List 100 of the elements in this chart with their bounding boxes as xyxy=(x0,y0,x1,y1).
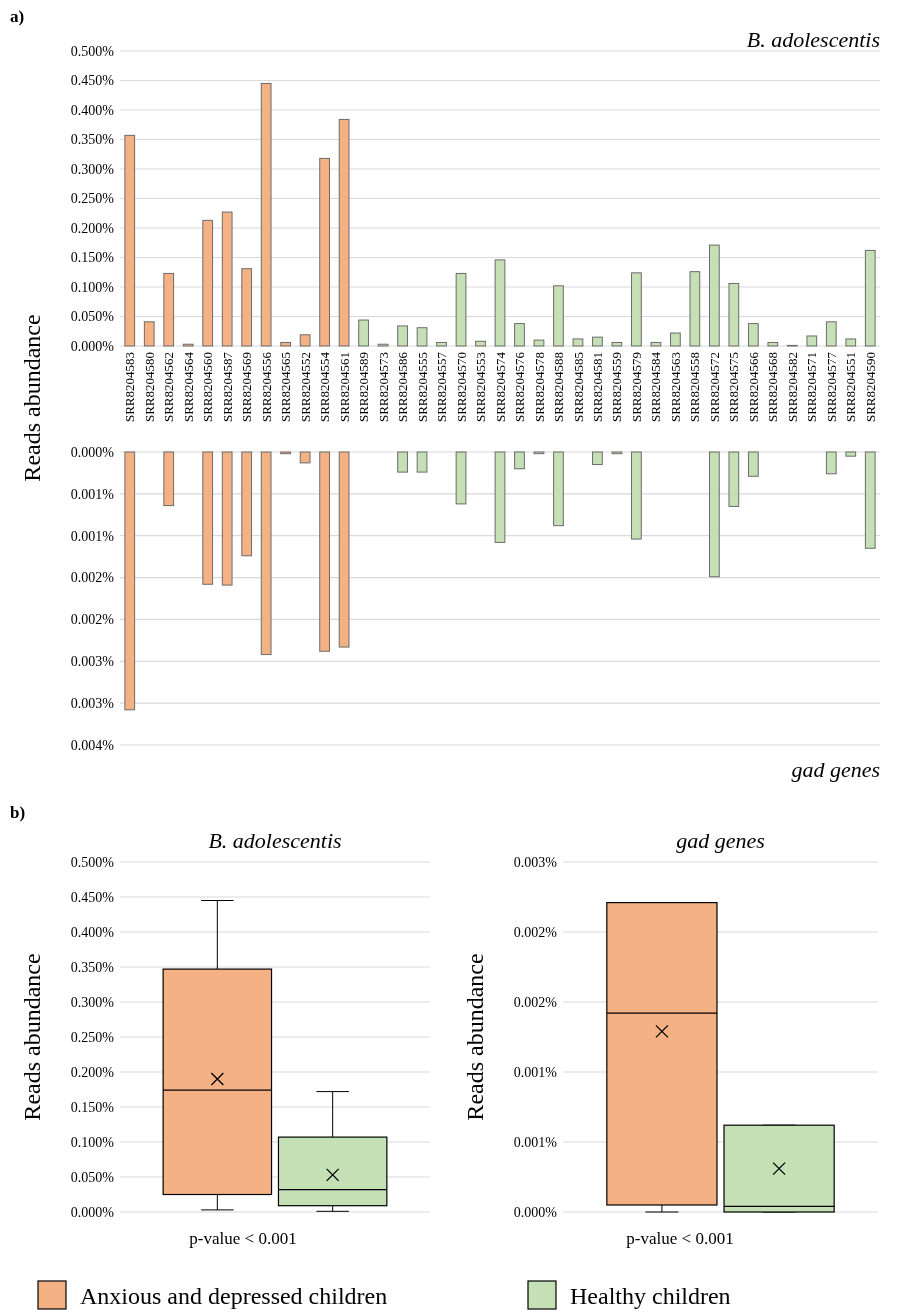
bar xyxy=(280,341,292,347)
x-tick-label: SRR8204584 xyxy=(648,351,664,423)
bar xyxy=(221,451,233,586)
bar xyxy=(397,451,408,473)
bar xyxy=(124,134,136,347)
bar xyxy=(553,285,564,347)
bar xyxy=(728,282,740,347)
x-tick-label: SRR8204574 xyxy=(492,351,508,423)
y-tick-label: 0.002% xyxy=(513,994,558,1010)
bar xyxy=(631,451,642,540)
x-tick-label: SRR8204581 xyxy=(589,352,605,423)
bar xyxy=(397,325,408,347)
y-tick-label: 0.100% xyxy=(70,1134,115,1150)
bar xyxy=(494,451,506,543)
x-tick-label: SRR8204582 xyxy=(784,352,800,423)
y-tick-label: 0.300% xyxy=(70,161,115,177)
bar xyxy=(747,451,759,477)
text: p-value < 0.001 xyxy=(626,1229,734,1248)
y-tick-label: 0.000% xyxy=(70,444,115,460)
y-tick-label: 0.400% xyxy=(70,102,115,118)
x-tick-label: SRR8204577 xyxy=(823,351,839,423)
y-tick-label: 0.002% xyxy=(513,924,558,940)
x-tick-label: SRR8204571 xyxy=(804,352,820,423)
bar xyxy=(494,259,506,347)
bar xyxy=(455,451,467,505)
y-tick-label: 0.004% xyxy=(70,737,115,753)
bar xyxy=(592,336,603,347)
y-tick-label: 0.200% xyxy=(70,220,115,236)
bar xyxy=(416,327,428,347)
x-tick-label: SRR8204561 xyxy=(336,352,352,423)
x-tick-label: SRR8204579 xyxy=(628,352,644,423)
bar xyxy=(260,451,272,656)
y-tick-label: 0.400% xyxy=(70,924,115,940)
y-tick-label: 0.001% xyxy=(70,486,115,502)
x-tick-label: SRR8204586 xyxy=(395,351,411,423)
bar xyxy=(553,451,564,527)
bar xyxy=(767,341,779,347)
bar xyxy=(514,323,525,347)
bar xyxy=(845,338,857,347)
chart-title: gad genes xyxy=(676,828,765,853)
x-tick-label: SRR8204560 xyxy=(200,352,216,423)
y-axis-title: Reads abundance xyxy=(19,314,45,482)
bar xyxy=(708,244,720,347)
text: p-value < 0.001 xyxy=(189,1229,297,1248)
x-tick-label: SRR8204573 xyxy=(375,352,391,423)
bar xyxy=(163,272,175,347)
x-tick-label: SRR8204565 xyxy=(278,352,294,423)
y-tick-label: 0.001% xyxy=(513,1064,558,1080)
bar xyxy=(143,321,155,347)
bar xyxy=(475,340,486,347)
x-tick-label: SRR8204568 xyxy=(765,352,781,423)
x-tick-label: SRR8204569 xyxy=(239,352,255,423)
bar xyxy=(825,451,837,475)
x-tick-label: SRR8204562 xyxy=(161,352,177,423)
chart-title: B. adolescentis xyxy=(208,828,342,853)
x-tick-label: SRR8204553 xyxy=(473,352,489,423)
y-tick-label: 0.000% xyxy=(70,338,115,354)
y-axis-title: Reads abundance xyxy=(19,953,45,1121)
bar xyxy=(650,341,662,347)
bar xyxy=(338,118,350,347)
bar xyxy=(670,332,681,347)
bar xyxy=(260,82,272,347)
bar xyxy=(572,338,584,347)
bar xyxy=(299,334,311,347)
y-tick-label: 0.100% xyxy=(70,279,115,295)
text: gad genes xyxy=(791,757,880,782)
bar xyxy=(124,451,136,711)
bar xyxy=(611,341,623,347)
x-tick-label: SRR8204580 xyxy=(141,352,157,423)
bar xyxy=(299,451,311,464)
x-tick-label: SRR8204587 xyxy=(219,351,235,423)
bar xyxy=(864,451,876,549)
x-tick-label: SRR8204578 xyxy=(531,352,547,423)
bar xyxy=(436,341,447,347)
bar xyxy=(358,319,369,347)
bar xyxy=(825,321,837,347)
x-tick-label: SRR8204588 xyxy=(551,352,567,423)
x-tick-label: SRR8204566 xyxy=(745,351,761,423)
bar xyxy=(221,211,233,347)
bar xyxy=(455,272,467,347)
y-tick-label: 0.003% xyxy=(70,696,115,712)
text: a) xyxy=(10,7,25,26)
y-tick-label: 0.002% xyxy=(70,612,115,628)
bar xyxy=(319,451,330,652)
bar xyxy=(338,451,350,648)
x-tick-label: SRR8204563 xyxy=(667,352,683,423)
y-tick-label: 0.200% xyxy=(70,1064,115,1080)
bar xyxy=(241,268,253,347)
x-tick-label: SRR8204551 xyxy=(843,352,859,423)
x-tick-label: SRR8204557 xyxy=(434,351,450,423)
y-tick-label: 0.250% xyxy=(70,1029,115,1045)
y-tick-label: 0.001% xyxy=(513,1134,558,1150)
x-tick-label: SRR8204555 xyxy=(414,352,430,423)
legend-label: Healthy children xyxy=(570,1283,731,1310)
y-tick-label: 0.003% xyxy=(513,854,558,870)
x-tick-label: SRR8204589 xyxy=(356,352,372,423)
bar xyxy=(728,451,740,507)
bar xyxy=(416,451,428,473)
y-tick-label: 0.300% xyxy=(70,994,115,1010)
bar xyxy=(689,271,701,347)
